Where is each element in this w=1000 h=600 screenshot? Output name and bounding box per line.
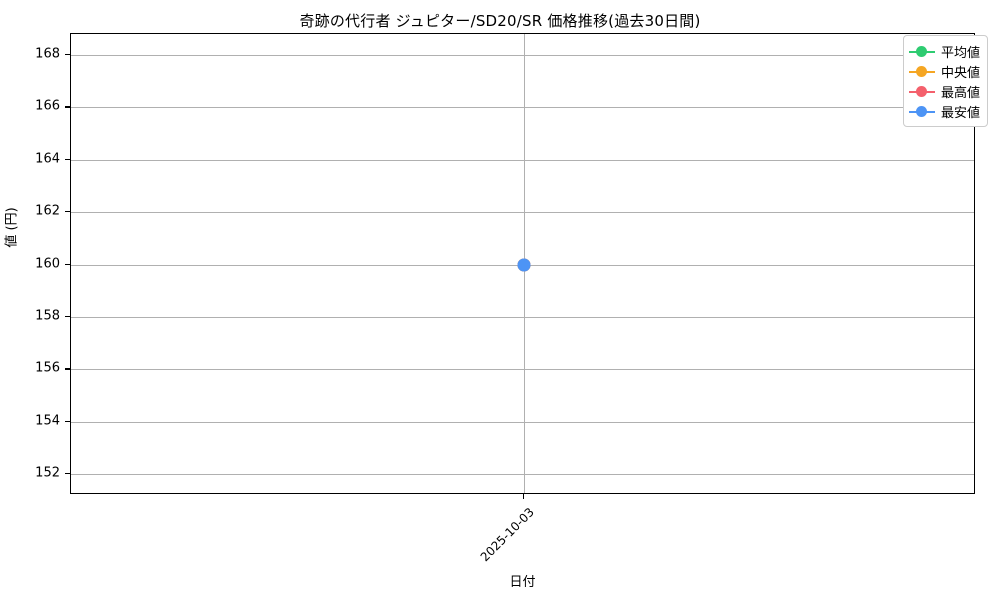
gridline-horizontal — [71, 159, 974, 161]
y-axis-tick-label: 168 — [35, 46, 60, 62]
legend-swatch-icon — [909, 85, 935, 98]
y-axis-tick-label: 162 — [35, 203, 60, 219]
legend-dot-icon — [916, 106, 927, 117]
legend-item[interactable]: 平均値 — [909, 41, 980, 61]
y-axis-tick-label: 166 — [35, 98, 60, 114]
y-axis-tick-mark — [65, 420, 70, 422]
gridline-horizontal — [71, 474, 974, 476]
gridline-horizontal — [71, 316, 974, 318]
chart-legend[interactable]: 平均値中央値最高値最安値 — [903, 35, 989, 127]
plot-area — [70, 33, 975, 494]
y-axis-label: 値 (円) — [4, 207, 20, 248]
legend-item-label: 中央値 — [941, 65, 981, 81]
y-axis-tick-label: 158 — [35, 308, 60, 324]
y-axis-tick-mark — [65, 53, 70, 56]
data-point-marker — [517, 258, 530, 271]
gridline-horizontal — [71, 54, 974, 56]
y-axis-tick-label: 154 — [35, 413, 60, 429]
legend-item-label: 最安値 — [941, 105, 981, 121]
gridline-horizontal — [71, 107, 974, 109]
legend-item[interactable]: 最高値 — [909, 81, 980, 101]
y-axis-tick-label: 152 — [35, 465, 60, 481]
legend-item-label: 平均値 — [941, 45, 981, 61]
x-axis-tick-mark — [522, 494, 524, 499]
y-axis-tick-mark — [65, 211, 70, 213]
legend-dot-icon — [916, 46, 927, 57]
gridline-horizontal — [71, 212, 974, 214]
y-axis-tick-label: 156 — [35, 360, 60, 376]
y-axis-tick-mark — [65, 315, 70, 318]
y-axis-tick-labels: 152 154 156 158 160 162 164 166 168 — [0, 33, 60, 494]
legend-item[interactable]: 最安値 — [909, 101, 980, 121]
data-series-layer — [71, 34, 974, 493]
y-axis-tick-label: 160 — [35, 256, 60, 271]
legend-dot-icon — [916, 86, 927, 97]
legend-swatch-icon — [909, 45, 935, 58]
gridline-horizontal — [71, 421, 974, 423]
y-axis-tick-mark — [65, 263, 70, 265]
x-axis-label: 日付 — [509, 575, 536, 590]
y-axis-tick-mark — [65, 158, 70, 161]
y-axis-tick-mark — [65, 106, 70, 108]
gridline-horizontal — [71, 369, 974, 371]
legend-swatch-icon — [909, 105, 935, 118]
chart-title: 奇跡の代行者 ジュピター/SD20/SR 価格推移(過去30日間) — [299, 12, 701, 30]
y-axis-tick-mark — [65, 473, 70, 475]
legend-item-label: 最高値 — [941, 85, 981, 101]
legend-dot-icon — [916, 66, 927, 77]
y-axis-tick-label: 164 — [35, 151, 60, 167]
y-axis-tick-mark — [65, 368, 70, 370]
legend-item[interactable]: 中央値 — [909, 61, 980, 81]
legend-swatch-icon — [909, 65, 935, 78]
